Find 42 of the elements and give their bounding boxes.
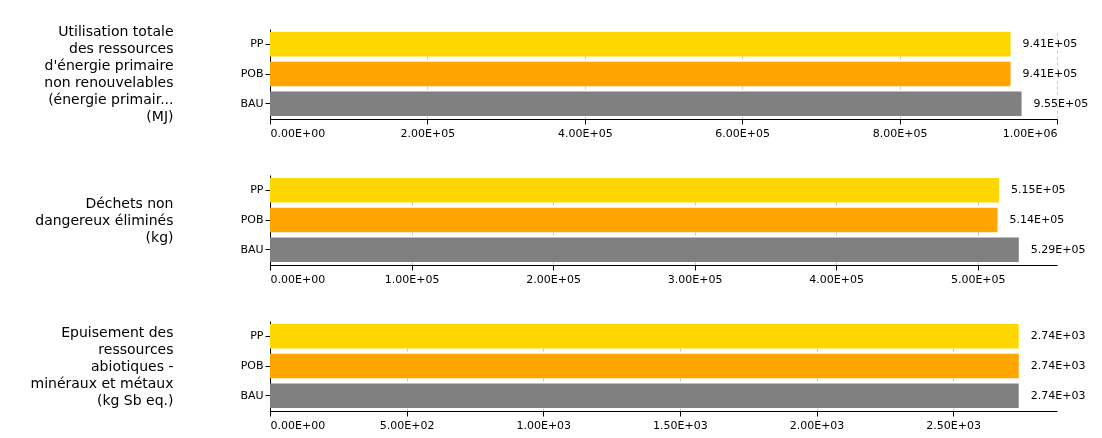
x-tick-label: 8.00E+05 — [872, 126, 928, 140]
data-label: 5.14E+05 — [1009, 213, 1065, 226]
y-tick-label: POB — [240, 359, 264, 372]
y-tick-label: BAU — [240, 388, 264, 402]
x-tick-label: 0.00E+00 — [270, 126, 326, 140]
y-tick-label: BAU — [240, 96, 264, 110]
y-tick-label: POB — [240, 213, 264, 226]
y-axis-title: Déchets non dangereux éliminés (kg) — [35, 194, 174, 245]
data-label: 5.15E+05 — [1010, 183, 1066, 197]
data-label: 2.74E+03 — [1030, 329, 1086, 343]
x-tick-label: 5.00E+02 — [379, 418, 435, 432]
x-tick-label: 1.50E+03 — [653, 418, 708, 432]
y-tick-label: POB — [240, 67, 264, 80]
y-axis-title: Epuisement des ressources abiotiques - minéraux et métaux (kg Sb eq.) — [30, 323, 174, 408]
x-tick-label: 1.00E+05 — [384, 272, 440, 286]
x-tick-label: 3.00E+05 — [667, 272, 723, 286]
x-tick-label: 2.00E+05 — [400, 126, 456, 140]
x-tick-label: 1.00E+03 — [516, 418, 572, 432]
x-tick-label: 4.00E+05 — [809, 272, 865, 286]
data-label: 9.41E+05 — [1022, 37, 1078, 51]
bar — [270, 237, 1019, 263]
data-label: 9.41E+05 — [1022, 67, 1078, 80]
x-tick-label: 4.00E+05 — [557, 126, 613, 140]
data-label: 9.55E+05 — [1033, 96, 1089, 110]
data-label: 2.74E+03 — [1030, 388, 1086, 402]
y-tick-label: PP — [250, 329, 264, 343]
x-tick-label: 6.00E+05 — [715, 126, 771, 140]
x-tick-label: 2.00E+03 — [789, 418, 845, 432]
x-tick-label: 1.00E+06 — [1002, 126, 1058, 140]
y-tick-label: PP — [250, 37, 264, 51]
bar — [270, 207, 998, 233]
bar — [270, 177, 999, 203]
data-label: 5.29E+05 — [1030, 242, 1086, 256]
y-axis-title: Utilisation totale des ressources d'énergie primaire non renouvelables (énergie primair... (MJ) — [44, 23, 174, 124]
y-tick-label: BAU — [240, 242, 264, 256]
x-tick-label: 5.00E+05 — [950, 272, 1006, 286]
x-tick-label: 0.00E+00 — [270, 418, 326, 432]
y-tick-label: PP — [250, 183, 264, 197]
data-label: 2.74E+03 — [1030, 359, 1086, 372]
x-tick-label: 2.50E+03 — [926, 418, 981, 432]
x-tick-label: 2.00E+05 — [526, 272, 581, 286]
x-tick-label: 0.00E+00 — [270, 272, 326, 286]
